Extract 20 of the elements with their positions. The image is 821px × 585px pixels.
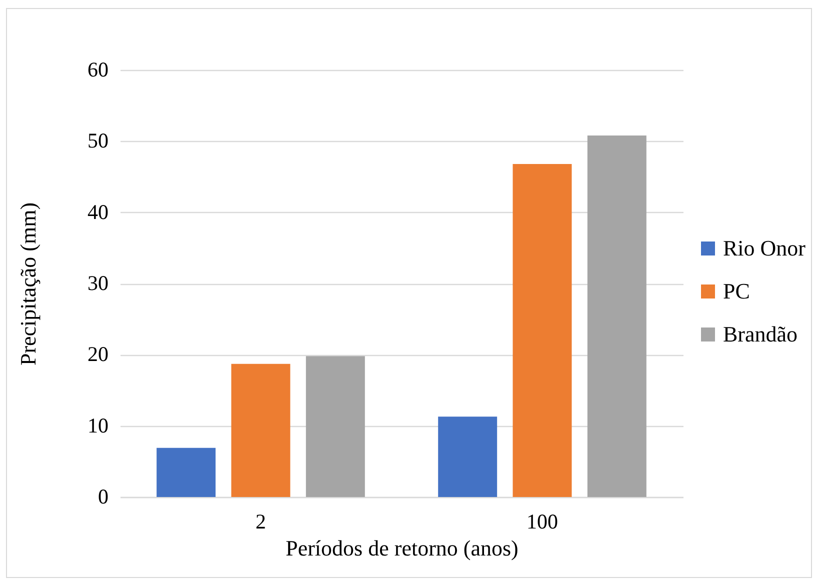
y-tick-label: 20 <box>88 342 108 366</box>
x-axis-title: Períodos de retorno (anos) <box>286 536 518 560</box>
bar <box>156 448 216 497</box>
x-tick-label: 2 <box>256 510 266 534</box>
y-tick-label: 0 <box>98 484 108 508</box>
bar <box>438 416 498 497</box>
bar <box>512 164 572 497</box>
y-tick-label: 30 <box>88 271 108 295</box>
bar <box>306 356 365 497</box>
legend-label: Brandão <box>723 322 798 346</box>
y-tick-label: 10 <box>88 413 108 438</box>
y-tick-label: 50 <box>88 128 108 153</box>
y-axis-title: Precipitação (mm) <box>16 202 40 366</box>
y-tick-label: 40 <box>88 200 108 224</box>
legend-label: PC <box>723 278 750 304</box>
bar <box>231 364 290 497</box>
bar <box>587 135 646 497</box>
legend-label: Rio Onor <box>723 236 806 260</box>
x-tick-label: 100 <box>526 510 558 534</box>
y-tick-label: 60 <box>88 58 108 82</box>
